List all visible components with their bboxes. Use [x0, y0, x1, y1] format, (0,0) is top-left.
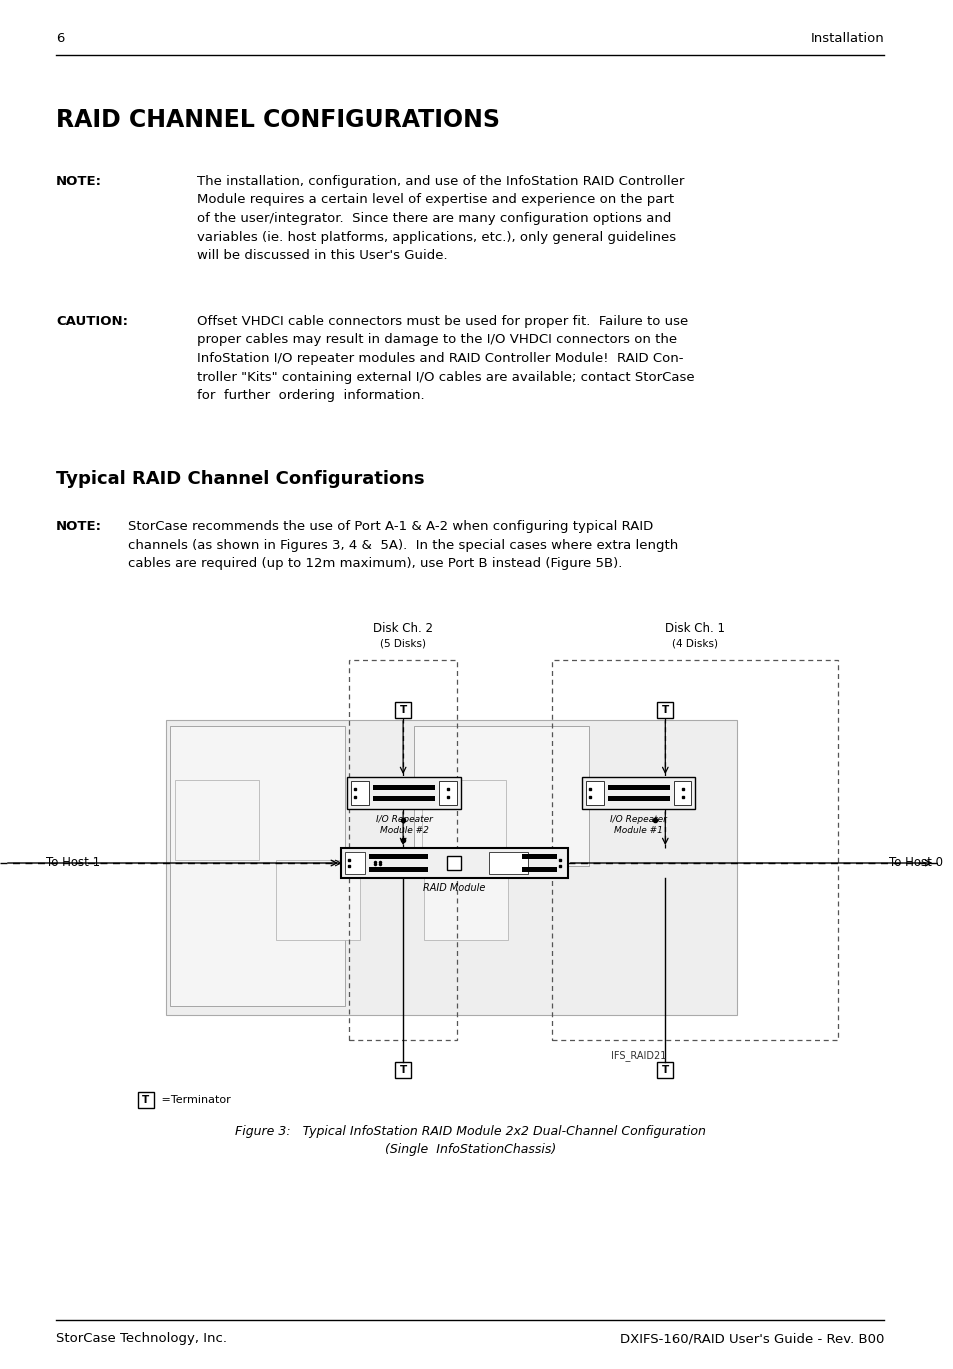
Text: I/O Repeater: I/O Repeater [375, 815, 432, 824]
Bar [447, 856, 461, 871]
Text: Offset VHDCI cable connectors must be used for proper fit.  Failure to use
prope: Offset VHDCI cable connectors must be us… [197, 315, 694, 402]
Bar [657, 1062, 673, 1077]
Text: I/O Repeater: I/O Repeater [610, 815, 666, 824]
Bar [438, 780, 456, 805]
Text: T: T [661, 705, 668, 715]
Text: T: T [399, 705, 406, 715]
Text: T: T [399, 1065, 406, 1075]
Text: (4 Disks): (4 Disks) [671, 638, 717, 648]
Text: Disk Ch. 2: Disk Ch. 2 [373, 622, 433, 635]
Bar [351, 780, 369, 805]
Text: NOTE:: NOTE: [56, 175, 102, 188]
Text: To Host 0: To Host 0 [888, 857, 943, 869]
Bar [347, 778, 460, 809]
Bar [414, 726, 589, 867]
Bar [175, 780, 259, 860]
Bar [373, 784, 435, 790]
Text: IFS_RAID21: IFS_RAID21 [611, 1050, 666, 1061]
Bar [373, 795, 435, 801]
Text: T: T [661, 1065, 668, 1075]
Text: The installation, configuration, and use of the InfoStation RAID Controller
Modu: The installation, configuration, and use… [197, 175, 684, 261]
Text: Module #1: Module #1 [614, 826, 662, 835]
Bar [607, 795, 669, 801]
Text: Module #2: Module #2 [379, 826, 428, 835]
Text: DXIFS-160/RAID User's Guide - Rev. B00: DXIFS-160/RAID User's Guide - Rev. B00 [619, 1332, 883, 1344]
Text: RAID CHANNEL CONFIGURATIONS: RAID CHANNEL CONFIGURATIONS [56, 108, 499, 131]
Bar [395, 702, 411, 717]
Bar [522, 854, 557, 858]
Bar [368, 867, 427, 872]
Bar [673, 780, 691, 805]
Text: (5 Disks): (5 Disks) [379, 638, 426, 648]
Text: StorCase recommends the use of Port A-1 & A-2 when configuring typical RAID
chan: StorCase recommends the use of Port A-1 … [128, 520, 678, 570]
Text: To Host 1: To Host 1 [47, 857, 100, 869]
Text: RAID Module: RAID Module [423, 883, 485, 893]
Text: 6: 6 [56, 31, 65, 45]
Bar [368, 854, 427, 858]
Text: NOTE:: NOTE: [56, 520, 102, 533]
Bar [138, 1092, 153, 1108]
Text: StorCase Technology, Inc.: StorCase Technology, Inc. [56, 1332, 227, 1344]
Bar [657, 702, 673, 717]
Bar [488, 852, 528, 873]
Text: Typical RAID Channel Configurations: Typical RAID Channel Configurations [56, 470, 424, 487]
Bar [421, 780, 505, 860]
Text: Figure 3:   Typical InfoStation RAID Module 2x2 Dual-Channel Configuration: Figure 3: Typical InfoStation RAID Modul… [234, 1125, 705, 1138]
Bar [585, 780, 603, 805]
Bar [607, 784, 669, 790]
Bar [345, 852, 364, 873]
Bar [395, 1062, 411, 1077]
Bar [522, 867, 557, 872]
Text: T: T [142, 1095, 150, 1105]
Bar [423, 860, 507, 941]
Bar [340, 847, 567, 878]
Text: (Single  InfoStationChassis): (Single InfoStationChassis) [384, 1143, 556, 1155]
Bar [349, 660, 456, 1040]
Text: CAUTION:: CAUTION: [56, 315, 128, 329]
Text: Disk Ch. 1: Disk Ch. 1 [664, 622, 724, 635]
Text: =Terminator: =Terminator [157, 1095, 231, 1105]
Bar [275, 860, 359, 941]
Bar [552, 660, 837, 1040]
Bar [170, 726, 345, 1006]
Bar [166, 720, 737, 1014]
Bar [581, 778, 695, 809]
Text: Installation: Installation [809, 31, 883, 45]
